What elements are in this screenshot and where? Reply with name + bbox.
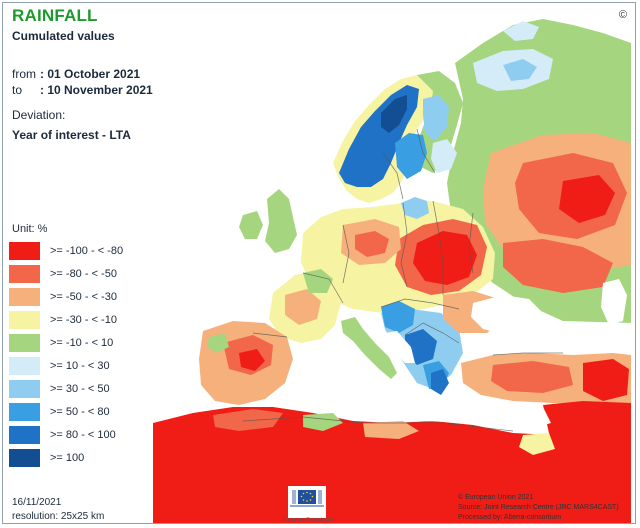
legend: >= -100 - < -80 >= -80 - < -50 >= -50 - … xyxy=(9,241,169,471)
legend-swatch xyxy=(9,242,40,260)
to-value: : 10 November 2021 xyxy=(40,83,153,97)
legend-label: >= -30 - < -10 xyxy=(50,314,117,326)
resolution-label: resolution: 25x25 km xyxy=(12,511,105,522)
region-middle-east xyxy=(543,401,631,523)
legend-swatch xyxy=(9,265,40,283)
legend-item: >= -30 - < -10 xyxy=(9,310,169,333)
map-subtitle: Cumulated values xyxy=(12,29,115,43)
map-frame: RAINFALL Cumulated values from : 01 Octob… xyxy=(2,2,636,524)
legend-item: >= -100 - < -80 xyxy=(9,241,169,264)
legend-label: >= 10 - < 30 xyxy=(50,360,110,372)
region-ireland xyxy=(239,211,263,239)
legend-swatch xyxy=(9,311,40,329)
issue-date: 16/11/2021 xyxy=(12,497,62,508)
legend-item: >= -10 - < 10 xyxy=(9,333,169,356)
copyright-icon: © xyxy=(618,9,627,21)
deviation-patches xyxy=(207,49,631,455)
credit-line: Processed by: Alterra-consortium xyxy=(458,514,562,521)
logo-caption: European Commission xyxy=(283,517,334,523)
legend-swatch xyxy=(9,380,40,398)
legend-swatch xyxy=(9,403,40,421)
deviation-label: Deviation: xyxy=(12,108,66,122)
legend-label: >= -10 - < 10 xyxy=(50,337,114,349)
to-key: to xyxy=(12,83,23,97)
legend-item: >= 30 - < 50 xyxy=(9,379,169,402)
rainfall-map xyxy=(153,19,631,523)
european-commission-logo-icon xyxy=(288,486,326,518)
period-to: to : 10 November 2021 xyxy=(12,83,153,97)
from-key: from xyxy=(12,67,36,81)
deviation-value: Year of interest - LTA xyxy=(12,128,131,142)
legend-item: >= -80 - < -50 xyxy=(9,264,169,287)
legend-label: >= 80 - < 100 xyxy=(50,429,116,441)
region-italy xyxy=(341,317,397,379)
legend-item: >= 10 - < 30 xyxy=(9,356,169,379)
legend-item: >= 100 xyxy=(9,448,169,471)
from-value: : 01 October 2021 xyxy=(40,67,141,81)
region-north-island xyxy=(503,21,539,41)
legend-label: >= 50 - < 80 xyxy=(50,406,110,418)
legend-swatch xyxy=(9,357,40,375)
legend-unit: Unit: % xyxy=(12,223,48,235)
legend-item: >= 50 - < 80 xyxy=(9,402,169,425)
legend-swatch xyxy=(9,426,40,444)
legend-swatch xyxy=(9,449,40,467)
legend-label: >= -50 - < -30 xyxy=(50,291,117,303)
country-borders xyxy=(242,128,563,432)
period-from: from : 01 October 2021 xyxy=(12,67,140,81)
legend-item: >= -50 - < -30 xyxy=(9,287,169,310)
credit-line: Source: Joint Research Centre (JRC MARS4… xyxy=(458,504,619,511)
legend-label: >= -80 - < -50 xyxy=(50,268,117,280)
legend-label: >= 100 xyxy=(50,452,85,464)
legend-item: >= 80 - < 100 xyxy=(9,425,169,448)
legend-swatch xyxy=(9,334,40,352)
map-title: RAINFALL xyxy=(12,6,98,25)
region-north-africa xyxy=(153,407,603,523)
legend-label: >= 30 - < 50 xyxy=(50,383,110,395)
credit-line: © European Union 2021 xyxy=(458,494,534,501)
credits: © European Union 2021 Source: Joint Rese… xyxy=(458,493,619,523)
legend-swatch xyxy=(9,288,40,306)
legend-label: >= -100 - < -80 xyxy=(50,245,124,257)
region-uk xyxy=(265,189,297,253)
